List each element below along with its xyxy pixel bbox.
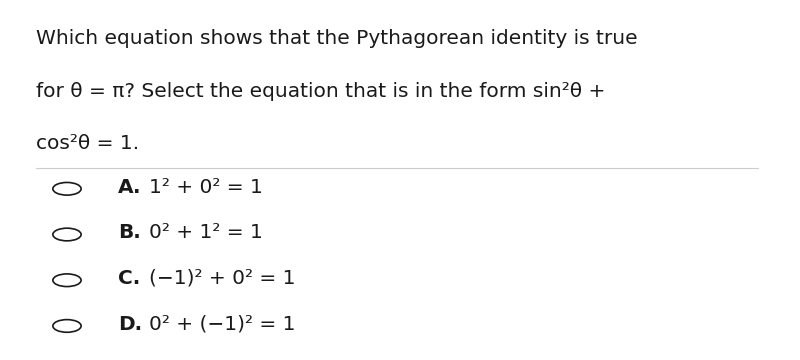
Text: (−1)² + 0² = 1: (−1)² + 0² = 1 [150, 269, 296, 288]
Text: C.: C. [118, 269, 140, 288]
Text: A.: A. [118, 177, 142, 197]
Text: 1² + 0² = 1: 1² + 0² = 1 [150, 177, 263, 197]
Text: B.: B. [118, 223, 141, 242]
Text: Which equation shows that the Pythagorean identity is true: Which equation shows that the Pythagorea… [35, 29, 638, 48]
Text: for θ = π? Select the equation that is in the form sin²θ +: for θ = π? Select the equation that is i… [35, 81, 605, 100]
Text: 0² + 1² = 1: 0² + 1² = 1 [150, 223, 263, 242]
Text: D.: D. [118, 315, 142, 334]
Text: 0² + (−1)² = 1: 0² + (−1)² = 1 [150, 315, 296, 334]
Text: cos²θ = 1.: cos²θ = 1. [35, 134, 138, 153]
